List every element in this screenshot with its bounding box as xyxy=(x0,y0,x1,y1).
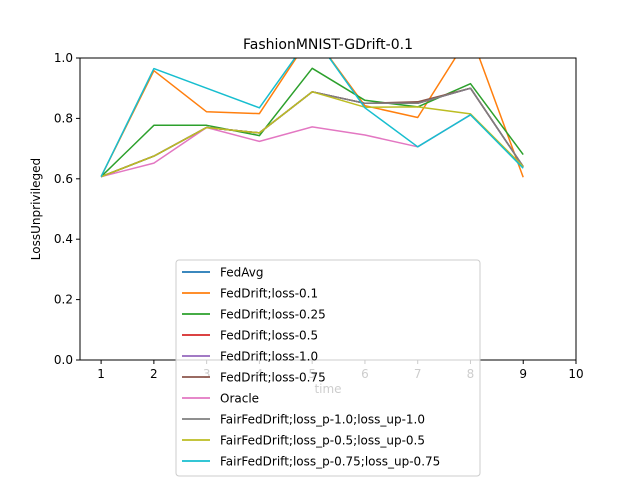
legend-label: FairFedDrift;loss_p-1.0;loss_up-1.0 xyxy=(220,413,425,427)
series-line xyxy=(100,58,524,178)
x-tick-label: 2 xyxy=(150,367,158,381)
x-tick-label: 1 xyxy=(97,367,105,381)
y-axis-label: LossUnprivileged xyxy=(29,158,43,260)
y-axis-label-group: LossUnprivileged xyxy=(29,158,43,260)
x-tick-label: 10 xyxy=(568,367,583,381)
legend-label: FedDrift;loss-1.0 xyxy=(220,350,318,364)
series-line xyxy=(100,91,524,178)
x-tick-label: 9 xyxy=(519,367,527,381)
series-line xyxy=(100,87,524,178)
legend-label: Oracle xyxy=(220,392,259,406)
series-line xyxy=(100,87,524,178)
series-line xyxy=(100,67,524,178)
legend-label: FedAvg xyxy=(220,266,263,280)
series-layer xyxy=(100,58,524,178)
y-tick-label: 0.8 xyxy=(54,111,73,125)
legend: FedAvg FedDrift;loss-0.1 FedDrift;loss-0.2… xyxy=(175,259,481,477)
legend-label: FedDrift;loss-0.1 xyxy=(220,287,318,301)
legend-label: FairFedDrift;loss_p-0.75;loss_up-0.75 xyxy=(220,455,440,469)
series-line xyxy=(100,58,524,178)
legend-box xyxy=(175,259,481,477)
y-tick-label: 0.4 xyxy=(54,232,73,246)
y-tick-label: 1.0 xyxy=(54,51,73,65)
series-line xyxy=(100,114,524,178)
legend-label: FedDrift;loss-0.25 xyxy=(220,308,326,322)
y-tick-label: 0.2 xyxy=(54,293,73,307)
legend-label: FedDrift;loss-0.5 xyxy=(220,329,318,343)
legend-label: FedDrift;loss-0.75 xyxy=(220,371,326,385)
legend-label: FairFedDrift;loss_p-0.5;loss_up-0.5 xyxy=(220,434,425,448)
y-tick-label: 0.0 xyxy=(54,353,73,367)
series-line xyxy=(100,87,524,178)
y-tick-label: 0.6 xyxy=(54,172,73,186)
series-line xyxy=(100,87,524,178)
chart-title: FashionMNIST-GDrift-0.1 xyxy=(243,37,413,53)
series-line xyxy=(100,87,524,178)
